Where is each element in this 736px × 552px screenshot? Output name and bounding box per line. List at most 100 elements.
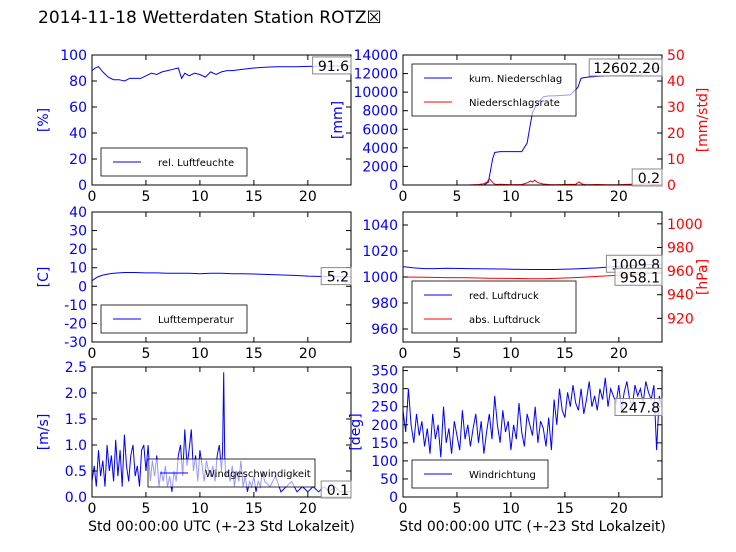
y-axis-label: [C]: [36, 267, 52, 288]
chart-humidity: 0 5 10 15 20 0 20 40 60 80 100 [%] 91.6 rel. Luftfeuc…: [36, 48, 352, 205]
figure-title: 2014-11-18 Wetterdaten Station ROTZ☒: [38, 8, 382, 28]
legend-label: rel. Luftfeuchte: [158, 158, 234, 169]
chart-temperature: 0 5 10 15 20 -30 -20 -10 0 10 20 30 40 [C] 5.2 Lufttemp…: [36, 205, 352, 362]
y-right-tick-label: 920: [667, 311, 694, 327]
x-tick-label: 5: [141, 346, 150, 362]
last-value-label-box: [320, 267, 352, 286]
x-tick-label: 15: [245, 189, 263, 205]
y-tick-label: 0: [389, 178, 398, 194]
x-tick-label: 20: [610, 189, 628, 205]
y-tick-label: -30: [64, 335, 87, 351]
y-right-tick-label: 10: [667, 152, 685, 168]
x-tick-label: 5: [141, 501, 150, 517]
y-tick-label: 2.5: [65, 360, 87, 376]
y-tick-label: 8000: [362, 104, 398, 120]
x-tick-label: 0: [399, 189, 408, 205]
y-axis-label: [deg]: [348, 413, 364, 450]
y-tick-label: 4000: [362, 141, 398, 157]
y-tick-label: 0.0: [65, 490, 87, 506]
legend-box: [411, 280, 577, 334]
legend-box: [411, 63, 577, 117]
y-tick-label: 1.0: [65, 438, 87, 454]
y-right-tick-label: 50: [667, 48, 685, 64]
last-value-label: 91.6: [318, 59, 349, 75]
legend-label: Windrichtung: [469, 470, 536, 481]
y-tick-label: 80: [69, 74, 87, 90]
plot-frame: [402, 366, 663, 498]
legend-label: kum. Niederschlag: [469, 74, 562, 85]
legend-label: Lufttemperatur: [158, 315, 235, 326]
y-tick-label: 1.5: [65, 412, 87, 428]
x-tick-label: 0: [399, 501, 408, 517]
y-tick-label: 6000: [362, 122, 398, 138]
y-tick-label: 20: [69, 242, 87, 258]
y-tick-label: 150: [371, 436, 398, 452]
x-tick-label: 5: [452, 346, 461, 362]
y-tick-label: 60: [69, 100, 87, 116]
y-tick-label: -20: [64, 316, 87, 332]
y-tick-label: 1040: [362, 218, 398, 234]
y-right-tick-label: 980: [667, 240, 694, 256]
y-right-tick-label: 40: [667, 74, 685, 90]
y-tick-label: 100: [371, 454, 398, 470]
y-tick-label: 100: [60, 48, 87, 64]
x-tick-label: 10: [191, 189, 209, 205]
last-value-label: 5.2: [327, 270, 349, 286]
x-tick-label: 20: [299, 189, 317, 205]
x-tick-label: 10: [191, 501, 209, 517]
x-tick-label: 5: [452, 501, 461, 517]
x-tick-label: 10: [502, 501, 520, 517]
x-axis-label: Std 00:00:00 UTC (+-23 Std Lokalzeit): [88, 519, 355, 535]
x-tick-label: 20: [610, 346, 628, 362]
y-tick-label: 30: [69, 224, 87, 240]
y-tick-label: 250: [371, 400, 398, 416]
series-line-1: [92, 65, 351, 82]
y-tick-label: 0: [389, 490, 398, 506]
last-value-label-right: 0.2: [638, 171, 660, 187]
x-tick-label: 15: [245, 501, 263, 517]
x-tick-label: 15: [556, 501, 574, 517]
x-tick-label: 10: [191, 346, 209, 362]
y-tick-label: 300: [371, 382, 398, 398]
x-tick-label: 15: [556, 346, 574, 362]
x-tick-label: 10: [502, 189, 520, 205]
y-right-tick-label: 940: [667, 288, 694, 304]
y-tick-label: 350: [371, 364, 398, 380]
y-tick-label: 14000: [353, 48, 398, 64]
x-tick-label: 0: [88, 189, 97, 205]
plot-frame: [91, 54, 352, 186]
y-right-tick-label: 0: [667, 178, 676, 194]
legend-label: Windgeschwindigkeit: [205, 469, 311, 480]
y-tick-label: 0: [78, 178, 87, 194]
y-right-tick-label: 1000: [667, 217, 703, 233]
last-value-label-right-box: [614, 267, 663, 286]
series-line-1: [92, 272, 351, 282]
y-right-tick-label: 20: [667, 126, 685, 142]
series-line-2: [403, 177, 662, 185]
chart-windspeed: 0 5 10 15 20 0.0 0.5 1.0 1.5 2.0 2.5 [m/s] Std 00:00…: [36, 360, 355, 535]
y-right-axis-label: [mm/std]: [695, 88, 711, 153]
legend-label: red. Luftdruck: [469, 291, 539, 302]
x-tick-label: 5: [141, 189, 150, 205]
y-tick-label: 200: [371, 418, 398, 434]
x-tick-label: 20: [299, 501, 317, 517]
legend-label: abs. Luftdruck: [469, 315, 540, 326]
x-tick-label: 5: [452, 189, 461, 205]
x-tick-label: 20: [610, 501, 628, 517]
y-tick-label: 50: [380, 472, 398, 488]
y-tick-label: 960: [371, 322, 398, 338]
x-axis-label: Std 00:00:00 UTC (+-23 Std Lokalzeit): [399, 519, 666, 535]
y-tick-label: 20: [69, 152, 87, 168]
y-tick-label: 10: [69, 261, 87, 277]
last-value-label-box: [614, 398, 663, 417]
y-tick-label: -10: [64, 298, 87, 314]
last-value-label-box: [320, 480, 352, 499]
y-tick-label: 0: [78, 279, 87, 295]
x-tick-label: 20: [299, 346, 317, 362]
x-tick-label: 10: [502, 346, 520, 362]
chart-precipitation: 0 5 10 15 2002000400060008000100001200014000…: [330, 48, 711, 205]
last-value-label-right-box: [631, 168, 663, 187]
x-tick-label: 0: [88, 346, 97, 362]
